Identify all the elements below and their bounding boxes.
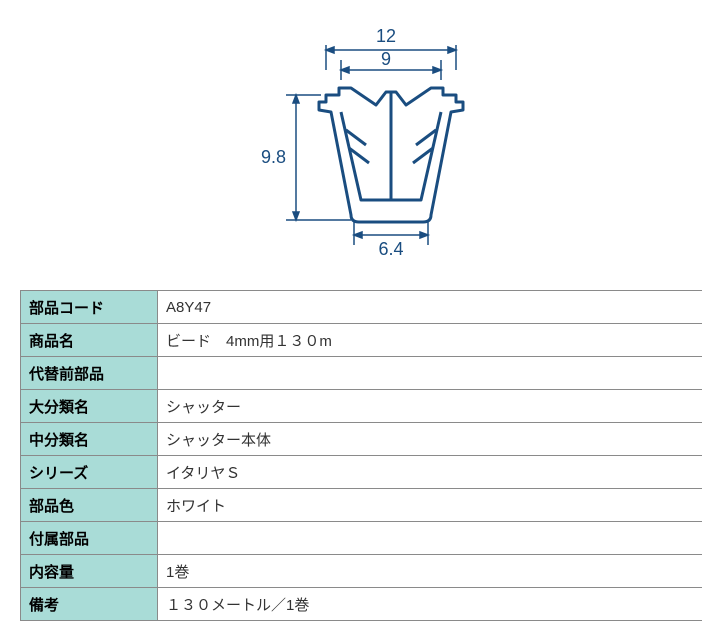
row-label: 内容量 — [21, 555, 158, 588]
dim-top-outer: 12 — [376, 26, 396, 46]
spec-table: 部品コードA8Y47商品名ビード 4mm用１３０m代替前部品大分類名シャッター中… — [20, 290, 702, 621]
row-label: 部品コード — [21, 291, 158, 324]
row-value: シャッター本体 — [158, 423, 702, 456]
table-row: 中分類名シャッター本体 — [21, 423, 702, 456]
row-label: 大分類名 — [21, 390, 158, 423]
row-value: シャッター — [158, 390, 702, 423]
dim-top-inner: 9 — [381, 49, 391, 69]
row-value: 1巻 — [158, 555, 702, 588]
table-row: 商品名ビード 4mm用１３０m — [21, 324, 702, 357]
row-value: ビード 4mm用１３０m — [158, 324, 702, 357]
table-row: シリーズイタリヤＳ — [21, 456, 702, 489]
row-value: １３０メートル／1巻 — [158, 588, 702, 621]
table-row: 付属部品 — [21, 522, 702, 555]
row-value — [158, 522, 702, 555]
table-row: 大分類名シャッター — [21, 390, 702, 423]
row-label: シリーズ — [21, 456, 158, 489]
row-label: 付属部品 — [21, 522, 158, 555]
row-label: 代替前部品 — [21, 357, 158, 390]
table-row: 部品コードA8Y47 — [21, 291, 702, 324]
row-label: 部品色 — [21, 489, 158, 522]
dim-bottom: 6.4 — [378, 239, 403, 259]
row-value: ホワイト — [158, 489, 702, 522]
table-row: 代替前部品 — [21, 357, 702, 390]
cross-section-diagram: 12 9 9.8 — [20, 20, 702, 270]
table-row: 内容量1巻 — [21, 555, 702, 588]
row-value: A8Y47 — [158, 291, 702, 324]
row-label: 商品名 — [21, 324, 158, 357]
diagram-svg: 12 9 9.8 — [231, 20, 511, 270]
dim-height: 9.8 — [261, 147, 286, 167]
row-value: イタリヤＳ — [158, 456, 702, 489]
row-label: 備考 — [21, 588, 158, 621]
table-row: 備考１３０メートル／1巻 — [21, 588, 702, 621]
row-label: 中分類名 — [21, 423, 158, 456]
table-row: 部品色ホワイト — [21, 489, 702, 522]
row-value — [158, 357, 702, 390]
